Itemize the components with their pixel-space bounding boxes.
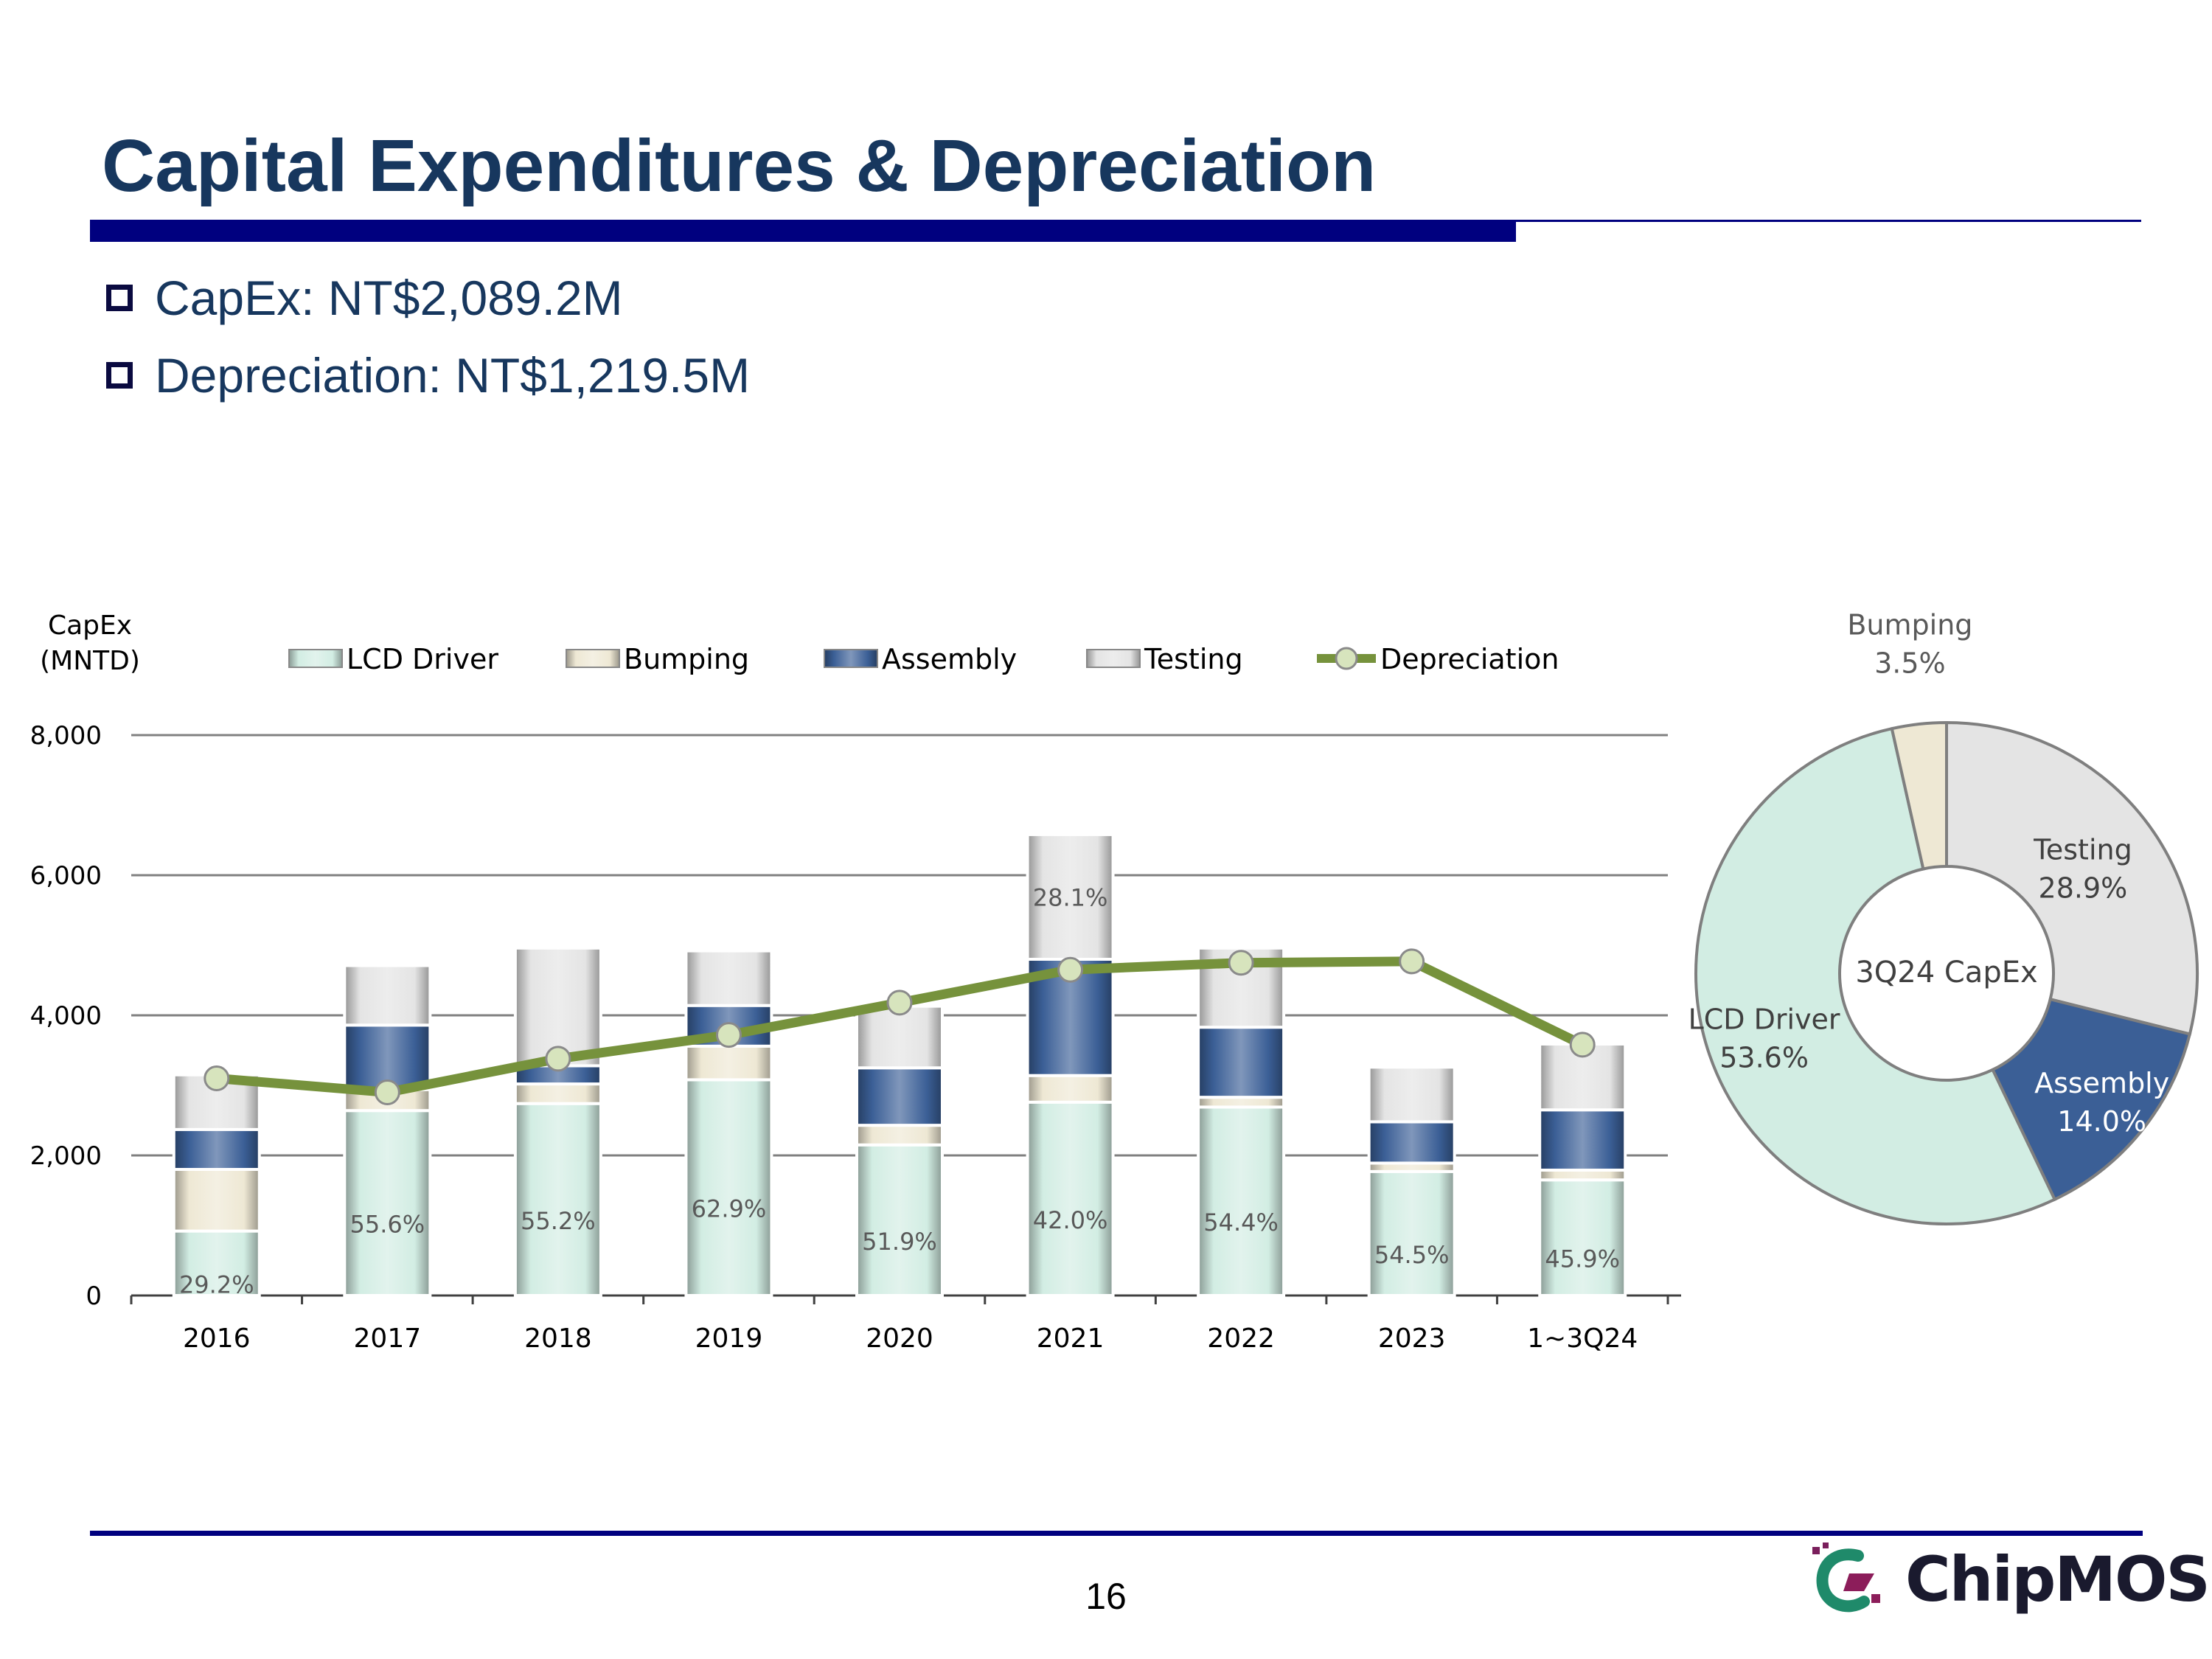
bar-lcd (855, 1143, 944, 1297)
pie-slice-name: LCD Driver (1688, 1004, 1840, 1036)
legend-label: Testing (1144, 643, 1243, 675)
bar-assembly (1538, 1108, 1627, 1172)
chipmos-logo-icon (1812, 1543, 1880, 1613)
title-rule-thin (1516, 220, 2141, 222)
page-title: Capital Expenditures & Depreciation (102, 125, 1377, 207)
y-tick-label: 2,000 (30, 1141, 102, 1171)
page-number: 16 (1085, 1576, 1127, 1617)
bar-lcd (1197, 1105, 1286, 1297)
bullet-square-icon (106, 285, 133, 311)
bar-lcd (1026, 1100, 1115, 1298)
bullet-capex-text: CapEx: NT$2,089.2M (155, 271, 623, 325)
pie-slice-name: Testing (2033, 834, 2132, 866)
bullet-depreciation-text: Depreciation: NT$1,219.5M (155, 348, 751, 403)
bar-data-label: 62.9% (692, 1195, 767, 1223)
pie-slice-lcd (1694, 726, 2057, 1225)
depreciation-point (1399, 948, 1425, 975)
depreciation-point (1228, 950, 1254, 976)
x-tick-label: 2019 (695, 1324, 763, 1354)
depreciation-point (715, 1022, 742, 1048)
bar-data-label: 45.9% (1545, 1245, 1620, 1273)
bar-bumping (855, 1124, 944, 1147)
footer-rule (90, 1531, 2143, 1536)
bar-data-label: 51.9% (862, 1228, 937, 1256)
x-tick-label: 2021 (1037, 1324, 1105, 1354)
bullet-depreciation: Depreciation: NT$1,219.5M (106, 347, 750, 403)
depreciation-point (1057, 956, 1084, 983)
bar-data-label: 55.2% (521, 1207, 596, 1235)
bar-lcd (343, 1109, 432, 1297)
y-tick-label: 8,000 (30, 721, 102, 751)
bar-testing (1026, 832, 1115, 961)
legend-swatch-testing (1086, 649, 1141, 668)
bar-lcd (684, 1078, 773, 1298)
logo-text: ChipMOS (1905, 1543, 2211, 1615)
bar-lcd (1538, 1178, 1627, 1297)
bar-assembly (1197, 1026, 1286, 1099)
chipmos-logo: ChipMOS (1806, 1543, 2211, 1616)
bar-data-label: 42.0% (1033, 1206, 1108, 1234)
legend-swatch-assembly (824, 649, 878, 668)
depreciation-point (204, 1065, 230, 1091)
x-tick-label: 2022 (1207, 1324, 1275, 1354)
y-tick-label: 0 (86, 1281, 102, 1311)
bar-bumping (172, 1168, 261, 1233)
depreciation-point (545, 1046, 571, 1072)
bar-bumping (513, 1082, 602, 1105)
legend-label: Assembly (882, 643, 1017, 675)
bar-testing (1367, 1065, 1456, 1124)
legend-marker-depreciation (1335, 647, 1358, 670)
bar-bumping (684, 1044, 773, 1082)
bullet-capex: CapEx: NT$2,089.2M (106, 270, 623, 326)
pie-slice-label: 53.6% (1719, 1042, 1809, 1074)
pie-center-label: 3Q24 CapEx (1855, 956, 2037, 990)
y-axis-title-line: (MNTD) (40, 646, 140, 676)
pie-slice-bumping (1890, 720, 1948, 871)
legend-swatch-lcd (288, 649, 343, 668)
bar-lcd (513, 1102, 602, 1297)
pie-slice-label: 14.0% (2057, 1105, 2146, 1138)
bar-assembly (172, 1127, 261, 1171)
bar-assembly (1367, 1120, 1456, 1165)
bar-data-label: 54.5% (1374, 1241, 1450, 1269)
bar-lcd (1367, 1169, 1456, 1297)
bar-data-label: 55.6% (350, 1211, 425, 1239)
bar-data-label: 54.4% (1203, 1208, 1279, 1237)
pie-slice-label: 3.5% (1874, 647, 1946, 680)
x-tick-label: 2020 (866, 1324, 933, 1354)
pie-slice-assembly (1990, 997, 2192, 1202)
legend-label: LCD Driver (347, 643, 498, 675)
legend-label: Bumping (624, 643, 749, 675)
y-tick-label: 4,000 (30, 1001, 102, 1031)
bar-data-label: 29.2% (179, 1270, 254, 1298)
legend-swatch-bumping (566, 649, 620, 668)
pie-slice-testing (1945, 720, 2199, 1036)
x-tick-label: 2016 (183, 1324, 251, 1354)
pie-slice-name: Bumping (1847, 609, 1972, 641)
bar-lcd (172, 1229, 261, 1297)
pie-slice-name: Assembly (2034, 1067, 2169, 1099)
depreciation-point (886, 990, 913, 1016)
x-tick-label: 1~3Q24 (1527, 1324, 1638, 1354)
pie-slice-label: 28.9% (2039, 872, 2128, 905)
bar-data-label: 28.1% (1033, 883, 1108, 911)
bar-assembly (855, 1066, 944, 1127)
title-rule-thick (90, 220, 1516, 242)
depreciation-point (1569, 1032, 1596, 1058)
depreciation-point (374, 1079, 400, 1105)
x-tick-label: 2023 (1378, 1324, 1446, 1354)
y-tick-label: 6,000 (30, 861, 102, 891)
legend-label: Depreciation (1380, 643, 1559, 675)
bar-testing (343, 964, 432, 1027)
y-axis-title-line: CapEx (48, 611, 132, 641)
bar-bumping (1026, 1074, 1115, 1104)
bar-testing (684, 949, 773, 1007)
x-tick-label: 2018 (524, 1324, 592, 1354)
bullet-square-icon (106, 362, 133, 389)
x-tick-label: 2017 (354, 1324, 422, 1354)
